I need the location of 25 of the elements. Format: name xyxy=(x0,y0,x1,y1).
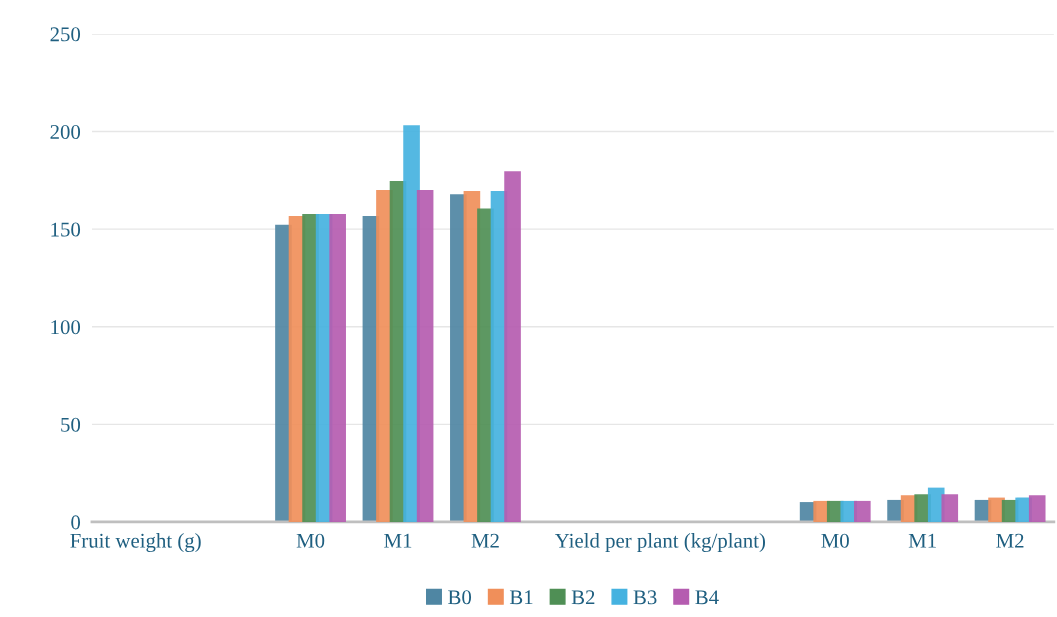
x-tick-label: M0 xyxy=(821,533,849,548)
bar xyxy=(504,171,521,522)
y-tick-label: 250 xyxy=(50,27,81,42)
x-tick-label: Fruit weight (g) xyxy=(70,533,201,553)
bar xyxy=(854,500,871,522)
x-tick-label: M2 xyxy=(471,533,499,548)
x-tick-label: M2 xyxy=(996,533,1024,548)
x-tick-label: M1 xyxy=(384,533,412,548)
bar xyxy=(329,214,346,522)
legend-label: B1 xyxy=(509,590,533,605)
y-tick-label: 150 xyxy=(51,222,81,237)
x-tick-label: Yield per plant (kg/plant) xyxy=(554,533,766,553)
legend-label: B4 xyxy=(695,590,719,605)
x-tick-label: M1 xyxy=(908,533,936,548)
y-tick-label: 0 xyxy=(71,515,81,530)
bar xyxy=(416,189,434,522)
legend-label: B2 xyxy=(571,590,595,605)
x-tick-label: M0 xyxy=(296,533,325,548)
y-tick-label: 100 xyxy=(51,320,81,335)
bar xyxy=(941,494,959,522)
y-tick-label: 200 xyxy=(50,124,81,139)
y-tick-label: 50 xyxy=(61,417,81,432)
legend-label: B3 xyxy=(633,590,657,605)
legend-label: B0 xyxy=(448,590,472,605)
bar xyxy=(1028,495,1046,522)
